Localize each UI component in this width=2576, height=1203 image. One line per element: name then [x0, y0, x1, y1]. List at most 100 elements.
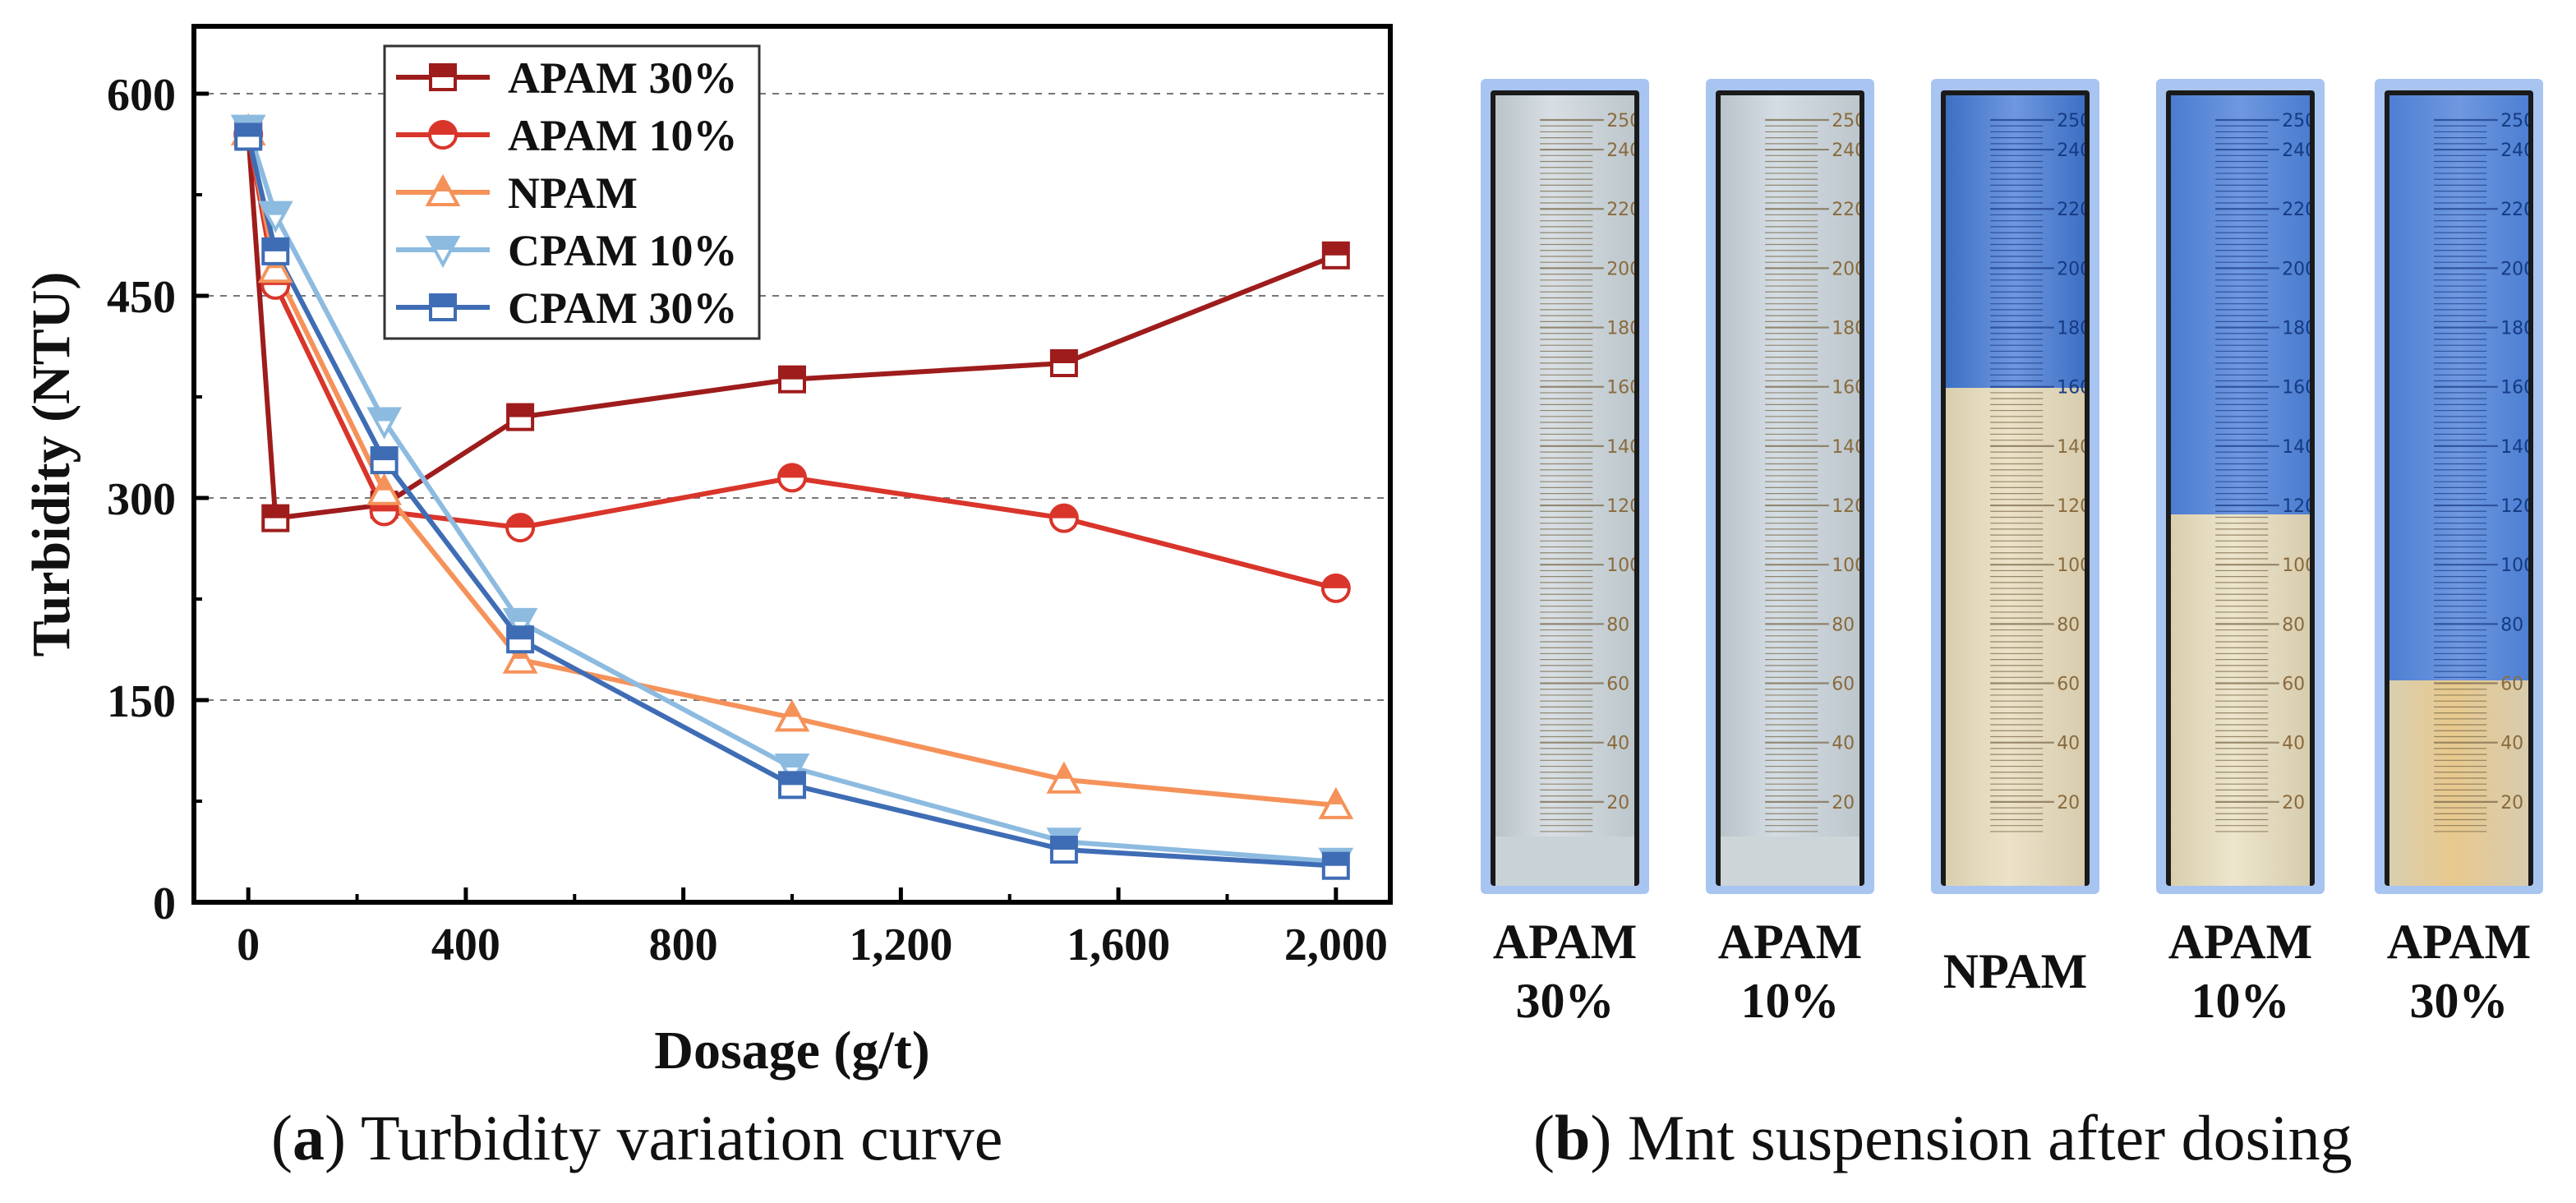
x-tick-label: 800 — [649, 920, 718, 970]
y-tick-label: 300 — [107, 474, 176, 525]
marker-fill — [785, 703, 800, 717]
data-point — [370, 446, 399, 475]
cylinder-photo: 25024022020018016014012010080604020 — [1481, 79, 1649, 894]
data-point — [1046, 761, 1082, 794]
legend-marker — [429, 293, 457, 321]
marker-fill — [371, 448, 397, 461]
turbid-suspension-layer — [1946, 388, 2085, 886]
marker-fill — [376, 476, 392, 491]
cylinder-label-line2: 30% — [1515, 974, 1615, 1028]
data-point — [505, 513, 536, 543]
marker-fill — [1323, 853, 1348, 866]
marker-fill — [263, 238, 288, 251]
clear-water-layer — [1946, 95, 2085, 388]
data-point — [257, 200, 293, 233]
marker-fill — [1051, 351, 1076, 363]
clear-water-layer — [1495, 95, 1634, 886]
data-point — [778, 365, 806, 394]
cylinder-label: NPAM — [1921, 942, 2110, 1001]
data-point — [366, 407, 403, 440]
legend-label: CPAM 30% — [508, 283, 737, 333]
marker-fill — [1051, 837, 1076, 850]
data-point — [1321, 851, 1350, 880]
cylinder-label-line2: 10% — [2191, 974, 2290, 1028]
cylinder-water: 25024022020018016014012010080604020 — [2389, 95, 2528, 886]
marker-fill — [369, 408, 399, 422]
marker-fill — [1056, 764, 1071, 779]
series-layer — [230, 113, 1354, 880]
cylinder-glass: 25024022020018016014012010080604020 — [1491, 90, 1639, 886]
data-point — [1048, 503, 1079, 533]
data-point — [1320, 573, 1351, 603]
cylinder-photo: 25024022020018016014012010080604020 — [2156, 79, 2325, 894]
marker-fill — [1322, 574, 1349, 588]
turbid-suspension-layer — [1495, 837, 1634, 886]
data-point — [774, 754, 810, 786]
marker-fill — [263, 505, 288, 519]
marker-fill — [430, 122, 456, 135]
caption-b-letter: b — [1554, 1102, 1591, 1173]
y-tick-label: 600 — [107, 70, 176, 121]
legend-label: APAM 30% — [508, 53, 737, 103]
marker-fill — [1328, 790, 1343, 804]
data-point — [1049, 349, 1078, 377]
cylinder-photo: 25024022020018016014012010080604020 — [2375, 79, 2543, 894]
cylinder-glass: 25024022020018016014012010080604020 — [1716, 90, 1864, 886]
clear-water-layer — [2171, 95, 2310, 514]
legend-label: APAM 10% — [508, 111, 737, 160]
x-tick-label: 1,200 — [849, 920, 952, 970]
cylinder-label-line1: APAM — [1717, 915, 1863, 969]
marker-fill — [431, 295, 455, 307]
cylinder-label: APAM 10% — [2146, 912, 2335, 1030]
turbid-suspension-layer — [1721, 837, 1859, 886]
data-point — [366, 472, 403, 505]
legend-marker — [429, 63, 457, 91]
cylinder-photo: 25024022020018016014012010080604020 — [1706, 79, 1874, 894]
legend-marker — [428, 120, 458, 150]
cylinder-label-line1: APAM — [2168, 915, 2313, 969]
x-tick-label: 0 — [237, 920, 260, 970]
legend-label: CPAM 10% — [508, 226, 737, 275]
marker-fill — [236, 124, 261, 137]
cylinder-water: 25024022020018016014012010080604020 — [2171, 95, 2310, 886]
marker-fill — [505, 609, 536, 622]
cylinder-glass: 25024022020018016014012010080604020 — [1941, 90, 2090, 886]
caption-b-text: Mnt suspension after dosing — [1611, 1102, 2353, 1173]
caption-a-text: Turbidity variation curve — [345, 1102, 1003, 1173]
cylinder-label: APAM 30% — [2365, 912, 2554, 1030]
marker-fill — [260, 202, 291, 215]
cylinder-photo: 25024022020018016014012010080604020 — [1931, 79, 2099, 894]
marker-fill — [777, 755, 807, 767]
cylinder-label: APAM 30% — [1471, 912, 1660, 1030]
data-point — [1321, 241, 1350, 270]
y-tick-label: 450 — [107, 272, 176, 323]
data-point — [261, 504, 290, 532]
legend-marker — [425, 236, 461, 269]
cylinder-label-line1: APAM — [1492, 915, 1638, 969]
marker-fill — [435, 177, 450, 191]
legend-label: NPAM — [508, 168, 638, 218]
cylinder-label: APAM 10% — [1696, 912, 1885, 1030]
axis-ticks: 0 150 300 450 600 0 400 800 1,200 1,600 2,000 — [107, 70, 1388, 970]
marker-fill — [780, 772, 804, 786]
cylinder-water: 25024022020018016014012010080604020 — [1721, 95, 1859, 886]
data-point — [502, 607, 538, 641]
marker-fill — [507, 514, 534, 528]
y-tick-label: 150 — [107, 676, 176, 727]
caption-a: (a) Turbidity variation curve — [271, 1102, 1003, 1173]
caption-a-letter: a — [292, 1102, 325, 1173]
y-tick-label: 0 — [153, 878, 176, 929]
data-point — [506, 403, 535, 431]
legend-marker — [425, 173, 461, 206]
data-point — [1049, 836, 1078, 864]
turbid-suspension-layer — [2171, 514, 2310, 886]
cylinder-glass: 25024022020018016014012010080604020 — [2166, 90, 2315, 886]
cylinder-water: 25024022020018016014012010080604020 — [1946, 95, 2085, 886]
marker-fill — [508, 404, 533, 417]
marker-fill — [779, 464, 805, 478]
cylinder-label-line1: NPAM — [1942, 944, 2088, 998]
data-point — [777, 463, 807, 493]
data-point — [506, 625, 535, 654]
cylinder-label-line2: 30% — [2409, 974, 2509, 1028]
